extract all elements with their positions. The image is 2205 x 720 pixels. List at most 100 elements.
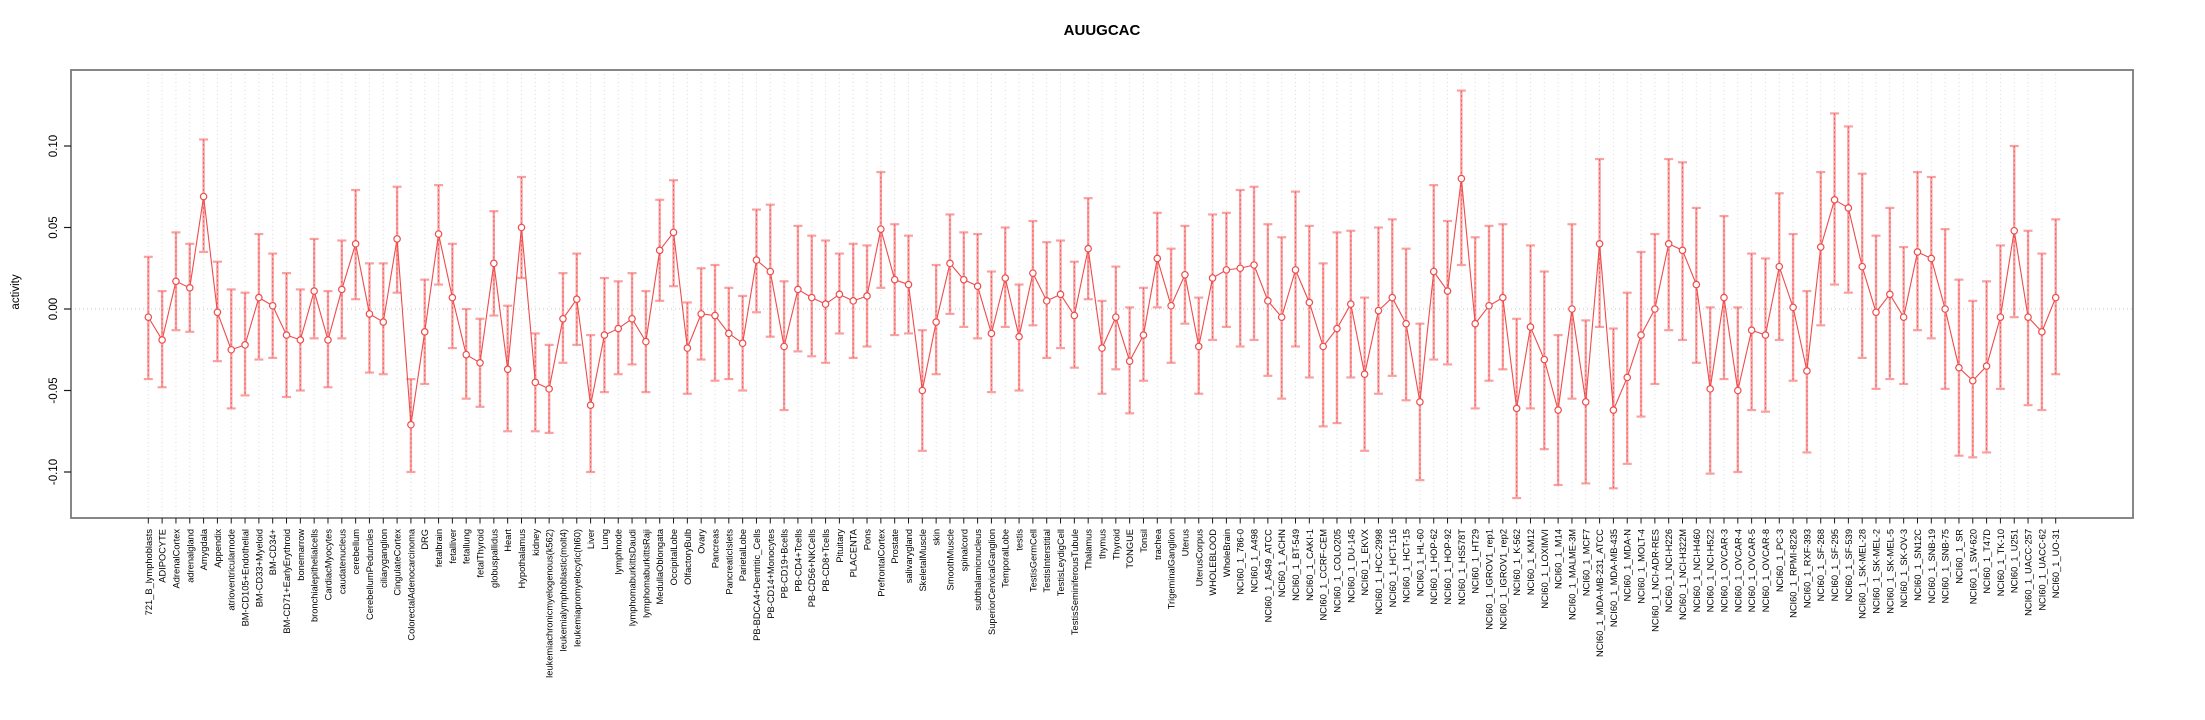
x-tick-label: MedullaOblongata [655,528,665,604]
data-point [1416,398,1424,406]
x-tick-label: Amygdala [199,528,209,570]
x-tick-label: NCI60_1_UACC-62 [2037,529,2047,611]
x-tick-label: SmoothMuscle [945,529,955,591]
data-point [1388,293,1397,302]
data-point [296,336,305,344]
data-point [766,267,775,276]
data-point [434,230,443,238]
x-tick-label: fetalliver [448,529,458,564]
data-point [752,256,761,264]
x-tick-label: leukemiachronicmyelogenous(k562) [545,529,555,678]
x-tick-label: NCI60_1_NCI-H522 [1706,529,1716,612]
x-tick-label: NCI60_1_MALME-3M [1567,529,1577,620]
x-tick-label: leukemiapromyelocytic(hl60) [572,529,582,647]
data-point [1112,313,1120,321]
data-point [1609,406,1618,414]
x-tick-label: Uterus [1180,529,1190,557]
data-point [946,259,954,268]
x-tick-label: NCI60_1_HCT-15 [1402,529,1412,603]
x-tick-label: Heart [503,529,513,552]
y-axis-title: activity [10,274,22,310]
x-tick-label: PB-CD14+Monocytes [766,529,776,619]
data-point [255,293,263,302]
x-tick-label: NCI60_1_K-562 [1512,529,1522,596]
x-tick-label: NCI60_1_MDA-MB-231_ATCC [1595,529,1605,657]
x-tick-label: skin [932,529,942,546]
x-tick-label: OlfactoryBulb [683,529,693,585]
x-tick-label: NCI60_1_IGROV1_rep1 [1485,529,1495,630]
data-point [2038,328,2046,336]
x-tick-label: TestisSeminiferousTubule [1070,529,1080,635]
data-point [1678,246,1687,255]
x-tick-label: spinalcord [959,529,969,571]
x-tick-label: NCI60_1_SK-MEL-28 [1858,529,1868,619]
x-tick-label: ParietalLobe [738,529,748,581]
x-tick-label: NCI60_1_MDA-MB-435 [1609,529,1619,627]
x-tick-label: NCI60_1_OVCAR-8 [1761,529,1771,612]
data-point [600,331,609,339]
x-tick-label: NCI60_1_SN12C [1913,529,1923,601]
data-point [877,225,885,233]
x-tick-label: SkeletalMuscle [918,529,928,592]
x-tick-label: WHOLEBLOOD [1208,529,1218,596]
x-tick-label: NCI60_1_NCI-ADR-RES [1650,529,1660,632]
data-point [1830,195,1839,204]
x-tick-label: NCI60_1_HT29 [1471,529,1481,594]
data-point [545,385,553,393]
y-tick-label: 0.10 [48,135,60,157]
x-tick-label: NCI60_1_DU-145 [1346,529,1356,603]
data-point [158,336,166,344]
x-tick-label: Ovary [697,529,707,554]
data-point [1222,266,1231,274]
data-point [1264,297,1272,305]
data-point [1913,248,1922,256]
x-tick-label: NCI60_1_A498 [1250,529,1260,593]
x-tick-label: fetalbrain [434,529,444,567]
data-point [1927,254,1936,263]
data-point [669,228,678,237]
x-tick-label: leukemialymphoblastic(molt4) [558,529,568,651]
x-tick-label: lymphomaburkittsRaji [641,529,651,618]
x-tick-label: NCI60_1_MOLT-4 [1637,529,1647,604]
data-point [932,318,940,326]
data-point [1789,303,1797,312]
x-tick-label: NCI60_1_HCT-116 [1388,529,1398,607]
data-point [462,350,471,359]
x-tick-label: fetallung [462,529,472,564]
x-tick-label: NCI60_1_M14 [1554,529,1564,589]
data-point [1595,240,1604,248]
x-tick-label: NCI60_1_EKVX [1360,529,1370,596]
data-point [1568,305,1576,313]
x-tick-label: NCI60_1_SF-268 [1816,529,1826,601]
x-tick-label: NCI60_1_HCC-2998 [1374,529,1384,615]
x-tick-label: SuperiorCervicalGanglion [987,529,997,635]
x-tick-label: Tonsil [1139,529,1149,553]
x-tick-label: AdrenalCortex [171,529,181,589]
data-point [959,275,968,284]
x-tick-label: NCI60_1_LOXIMVI [1540,529,1550,609]
x-tick-label: adrenalgland [185,529,195,583]
x-tick-label: BM-CD34+ [268,529,278,575]
x-tick-label: PB-CD56+NKCells [807,529,817,608]
data-point [918,386,927,395]
x-tick-label: cerebellum [351,529,361,575]
data-point [725,329,733,338]
x-tick-label: BM-CD33+Myeloid [254,529,264,607]
data-point [1996,313,2005,321]
x-tick-label: NCI60_1_KM12 [1526,529,1536,595]
x-tick-label: bonemarrow [296,529,306,581]
x-tick-label: NCI60_1_RXF-393 [1802,529,1812,608]
data-point [780,342,788,351]
data-point [987,329,996,338]
data-point [1664,240,1673,248]
data-point [821,300,830,308]
data-point [1194,342,1203,351]
x-tick-label: NCI60_1_IGROV1_rep2 [1498,529,1508,630]
data-point [407,420,415,429]
data-point [503,365,512,374]
data-point [1360,370,1369,379]
x-tick-label: NCI60_1_OVCAR-5 [1747,529,1757,612]
x-tick-label: NCI60_1_SK-MEL-5 [1885,529,1895,614]
data-point [1139,331,1148,339]
